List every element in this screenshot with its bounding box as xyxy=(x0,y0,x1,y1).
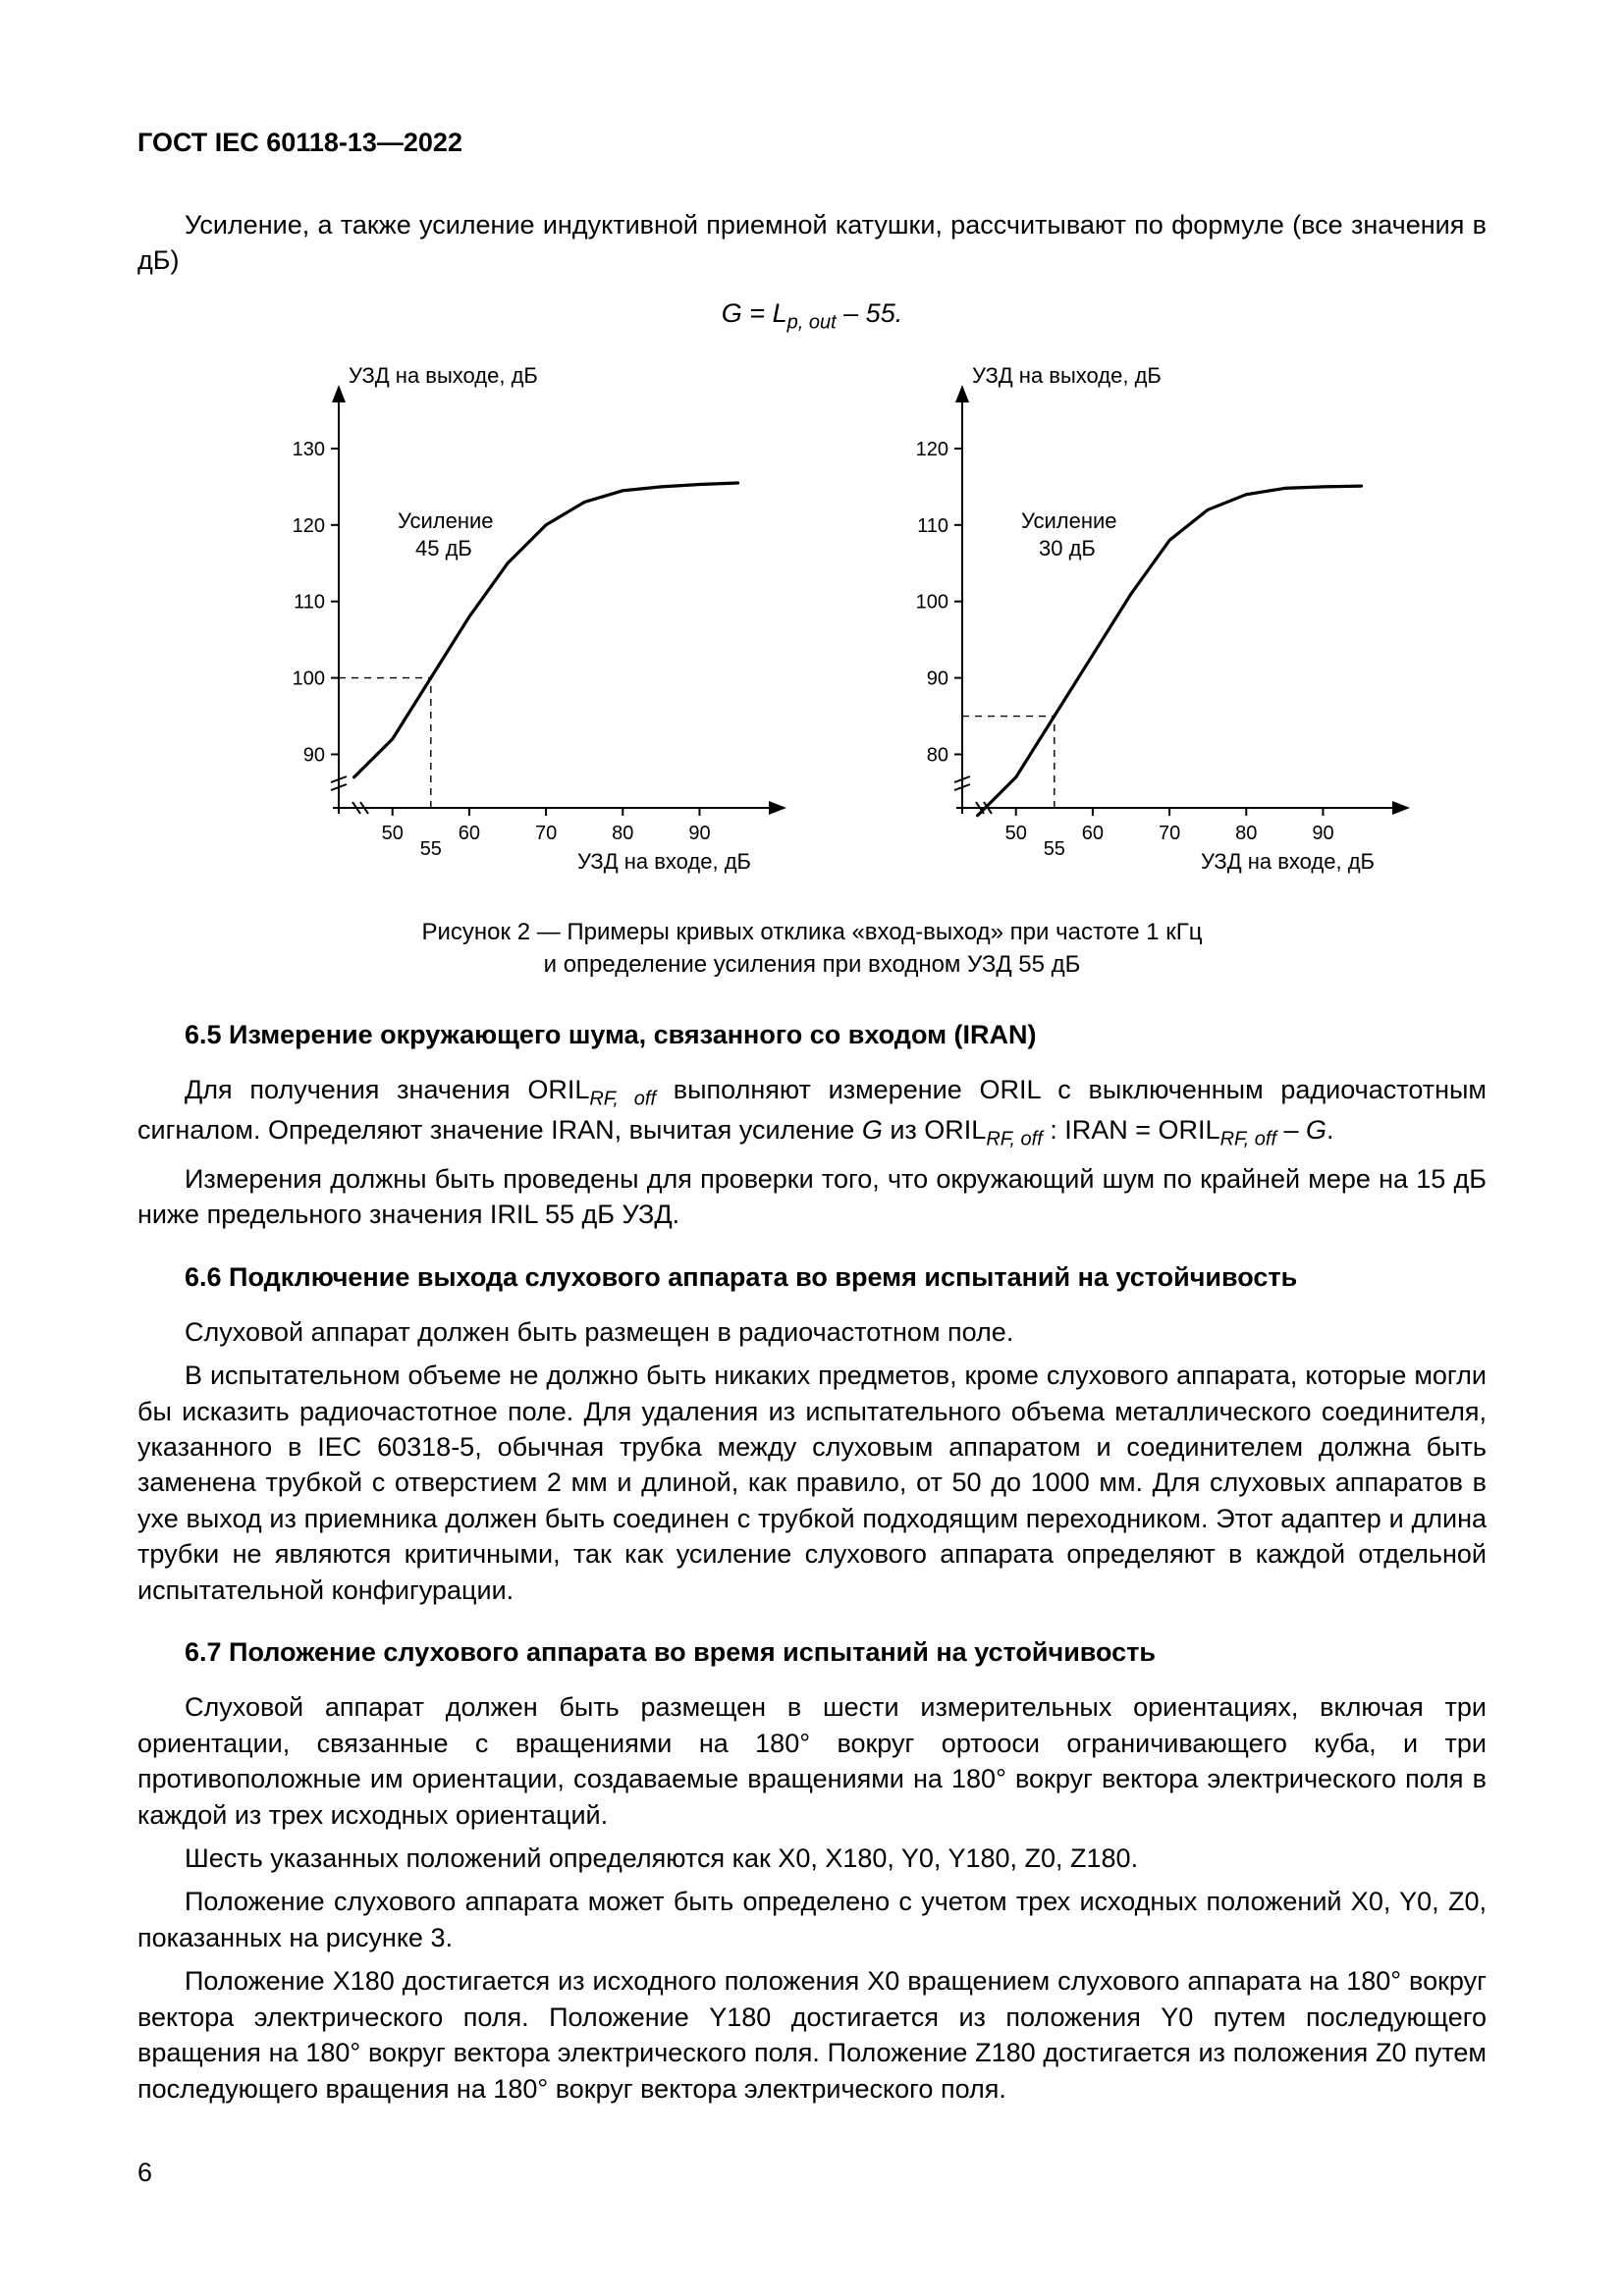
svg-text:60: 60 xyxy=(1082,823,1104,844)
section-6-7-title: 6.7 Положение слухового аппарата во врем… xyxy=(185,1637,1487,1668)
formula: G = Lp, out – 55. xyxy=(137,298,1487,334)
svg-text:100: 100 xyxy=(293,668,325,690)
figure-2-caption-line2: и определение усиления при входном УЗД 5… xyxy=(544,951,1081,978)
section-6-6-title: 6.6 Подключение выхода слухового аппарат… xyxy=(185,1262,1487,1293)
svg-text:110: 110 xyxy=(917,515,948,537)
s65-p1d: : IRAN = ORIL xyxy=(1043,1115,1220,1145)
figure-2-caption-line1: Рисунок 2 — Примеры кривых отклика «вход… xyxy=(422,919,1203,945)
formula-tail: – 55. xyxy=(837,298,903,328)
svg-text:70: 70 xyxy=(1159,823,1180,844)
s65-p1c: из ORIL xyxy=(883,1115,986,1145)
s65-p1a: Для получения значения ORIL xyxy=(185,1075,589,1104)
svg-text:100: 100 xyxy=(916,592,948,614)
svg-text:УЗД на входе, дБ: УЗД на входе, дБ xyxy=(577,849,751,874)
s65-g1: G xyxy=(862,1115,883,1145)
svg-text:30 дБ: 30 дБ xyxy=(1039,536,1096,561)
section-6-7-p3: Положение слухового аппарата может быть … xyxy=(137,1884,1487,1955)
svg-text:110: 110 xyxy=(294,592,325,614)
chart-right: УЗД на выходе, дБ 80 90 100 110 120 50 60 70 80 90… xyxy=(844,351,1424,901)
svg-text:120: 120 xyxy=(293,515,325,537)
section-6-7-p2: Шесть указанных положений определяются к… xyxy=(137,1841,1487,1876)
s65-sub2: RF, off xyxy=(986,1129,1042,1150)
svg-text:50: 50 xyxy=(1005,823,1027,844)
chart-left: УЗД на выходе, дБ 90 100 110 120 130 50 60 70 80 9… xyxy=(221,351,800,901)
section-6-6-p1: Слуховой аппарат должен быть размещен в … xyxy=(137,1314,1487,1350)
svg-text:80: 80 xyxy=(612,823,633,844)
svg-text:60: 60 xyxy=(459,823,480,844)
formula-rhs1: L xyxy=(773,298,787,328)
section-6-7-p1: Слуховой аппарат должен быть размещен в … xyxy=(137,1689,1487,1833)
figure-2: УЗД на выходе, дБ 90 100 110 120 130 50 60 70 80 9… xyxy=(137,351,1487,901)
svg-text:УЗД на выходе, дБ: УЗД на выходе, дБ xyxy=(972,363,1162,388)
s65-g2: G xyxy=(1306,1115,1326,1145)
s65-p1e: – xyxy=(1276,1115,1306,1145)
svg-text:70: 70 xyxy=(535,823,557,844)
svg-text:120: 120 xyxy=(916,439,948,460)
formula-sub: p, out xyxy=(787,311,837,333)
svg-text:90: 90 xyxy=(688,823,710,844)
intro-paragraph: Усиление, а также усиление индуктивной п… xyxy=(137,207,1487,279)
s65-sub1: RF, off xyxy=(589,1088,656,1109)
svg-text:УЗД на входе, дБ: УЗД на входе, дБ xyxy=(1201,849,1375,874)
svg-text:80: 80 xyxy=(927,745,948,767)
svg-text:55: 55 xyxy=(420,838,442,860)
formula-eq: = xyxy=(742,298,773,328)
s65-sub3: RF, off xyxy=(1220,1129,1276,1150)
svg-text:90: 90 xyxy=(927,668,948,690)
svg-text:50: 50 xyxy=(382,823,404,844)
svg-text:80: 80 xyxy=(1235,823,1257,844)
section-6-6-p2: В испытательном объеме не должно быть ни… xyxy=(137,1358,1487,1608)
svg-text:45 дБ: 45 дБ xyxy=(415,536,472,561)
figure-2-caption: Рисунок 2 — Примеры кривых отклика «вход… xyxy=(137,917,1487,981)
svg-text:90: 90 xyxy=(303,745,325,767)
section-6-5-p2: Измерения должны быть проведены для пров… xyxy=(137,1161,1487,1233)
svg-text:55: 55 xyxy=(1044,838,1065,860)
section-6-7-p4: Положение X180 достигается из исходного … xyxy=(137,1963,1487,2107)
svg-text:Усиление: Усиление xyxy=(398,508,494,533)
section-6-5-title: 6.5 Измерение окружающего шума, связанно… xyxy=(185,1020,1487,1050)
svg-text:90: 90 xyxy=(1312,823,1333,844)
section-6-5-p1: Для получения значения ORILRF, off выпол… xyxy=(137,1072,1487,1153)
page-number: 6 xyxy=(137,2158,152,2188)
section-6-5-title-text: 6.5 Измерение окружающего шума, связанно… xyxy=(185,1020,1037,1049)
doc-header: ГОСТ IEC 60118-13—2022 xyxy=(137,128,1487,158)
formula-lhs: G xyxy=(722,298,742,328)
s65-p1f: . xyxy=(1326,1115,1334,1145)
svg-text:130: 130 xyxy=(293,439,325,460)
svg-text:УЗД на выходе, дБ: УЗД на выходе, дБ xyxy=(349,363,538,388)
svg-text:Усиление: Усиление xyxy=(1021,508,1117,533)
